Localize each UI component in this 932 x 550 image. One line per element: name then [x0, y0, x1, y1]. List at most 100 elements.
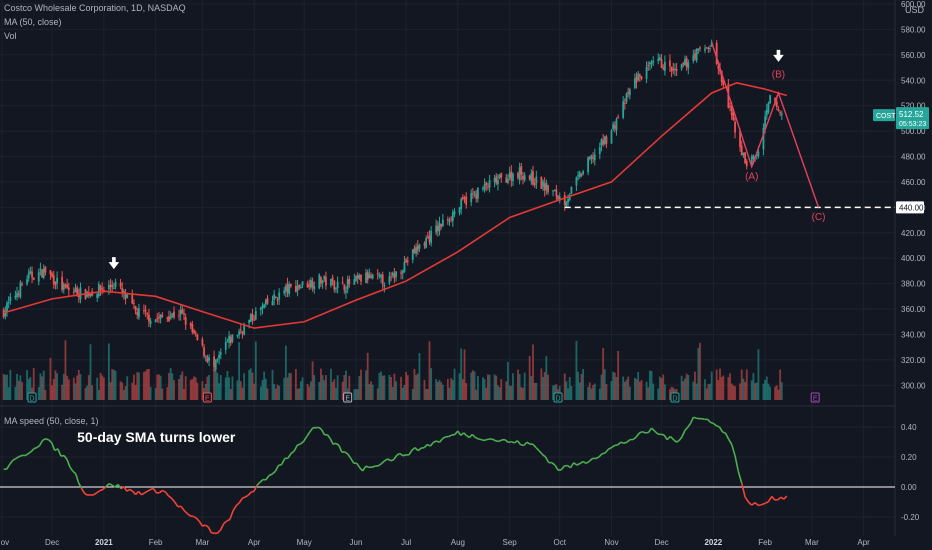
- speed-segment: [329, 438, 334, 445]
- volume-bar: [780, 382, 783, 400]
- volume-bar: [602, 347, 605, 400]
- volume-bars: [2, 340, 783, 400]
- volume-bar: [299, 381, 302, 400]
- speed-segment: [716, 425, 720, 428]
- volume-bar: [717, 379, 720, 400]
- volume-bar: [493, 374, 496, 400]
- candle-body: [126, 294, 129, 298]
- ma-line: [3, 81, 788, 329]
- volume-bar: [208, 374, 210, 400]
- speed-segment: [777, 496, 782, 501]
- volume-bar: [333, 379, 336, 400]
- candle-body: [485, 182, 488, 186]
- candle-body: [617, 116, 620, 118]
- candle-body: [253, 319, 256, 321]
- speed-segment: [758, 503, 762, 507]
- volume-bar: [368, 384, 371, 400]
- speed-segment: [463, 432, 468, 437]
- volume-bar: [41, 376, 43, 400]
- volume-bar: [67, 379, 70, 400]
- volume-bar: [510, 385, 513, 400]
- speed-segment: [326, 434, 331, 440]
- candle-body: [568, 195, 571, 201]
- volume-bar: [39, 373, 42, 400]
- candle-body: [461, 196, 464, 199]
- candle-body: [540, 176, 543, 189]
- candle-body: [567, 198, 569, 203]
- candle-body: [208, 357, 210, 361]
- price-axis[interactable]: 300.00 320.00 340.00 360.00 380.00 400.00 420.…: [873, 0, 929, 522]
- speed-segment: [436, 440, 440, 444]
- volume-bar: [687, 375, 690, 400]
- volume-bar: [423, 379, 426, 400]
- candle-body: [558, 196, 561, 201]
- price-tick-label: 380.00: [901, 280, 926, 289]
- down-arrow-icon: [773, 49, 784, 62]
- candle-body: [21, 284, 23, 286]
- candle-body: [7, 302, 10, 304]
- speed-segment: [171, 497, 176, 503]
- speed-tick-label: -0.20: [901, 513, 920, 522]
- speed-segment: [168, 495, 173, 499]
- candle-body: [278, 292, 281, 300]
- event-label: E: [345, 396, 350, 403]
- speed-segment: [651, 427, 656, 432]
- candle-body: [32, 277, 35, 280]
- volume-bar: [453, 368, 456, 400]
- volume-bar: [657, 388, 660, 400]
- volume-bar: [520, 387, 523, 400]
- time-axis[interactable]: Nov Dec 2021 Feb Mar Apr May Jun Jul Aug Sep Oct Nov…: [0, 538, 870, 547]
- chart-title[interactable]: Costco Wholesale Corporation, 1D, NASDAQ: [4, 3, 186, 13]
- candle-body: [231, 334, 234, 342]
- volume-bar: [156, 374, 159, 400]
- speed-segment: [320, 429, 326, 436]
- volume-bar: [522, 387, 524, 400]
- candle-body: [4, 311, 7, 317]
- speed-segment: [396, 452, 401, 456]
- speed-segment: [195, 517, 200, 522]
- speed-segment: [202, 524, 206, 527]
- candle-body: [547, 185, 549, 193]
- volume-bar: [189, 379, 192, 400]
- candle-body: [248, 319, 251, 324]
- candle-body: [742, 153, 745, 156]
- candle-body: [471, 193, 474, 195]
- candle-body: [734, 121, 736, 133]
- volume-bar: [62, 373, 65, 400]
- volume-bar: [14, 386, 17, 400]
- candle-body: [62, 284, 65, 290]
- ma-legend[interactable]: MA (50, close): [4, 17, 62, 27]
- volume-bar: [148, 368, 150, 400]
- speed-segment: [268, 473, 273, 477]
- candle-body: [729, 105, 731, 107]
- price-tick-label: 420.00: [901, 229, 926, 238]
- volume-bar: [49, 357, 52, 400]
- vol-legend[interactable]: Vol: [4, 31, 17, 41]
- candle-body: [483, 184, 486, 190]
- volume-bar: [296, 388, 299, 400]
- candle-body: [189, 323, 192, 326]
- volume-bar: [231, 376, 234, 400]
- volume-bar: [750, 380, 753, 400]
- volume-bar: [56, 373, 59, 400]
- volume-bar: [413, 368, 416, 400]
- candle-body: [213, 356, 215, 368]
- speed-legend[interactable]: MA speed (50, close, 1): [4, 416, 99, 426]
- candle-body: [517, 173, 519, 178]
- volume-bar: [483, 379, 486, 400]
- candle-body: [6, 303, 8, 313]
- candle-body: [692, 55, 695, 61]
- volume-bar: [74, 383, 77, 400]
- speed-segment: [417, 447, 422, 452]
- volume-bar: [178, 379, 180, 400]
- candle-body: [241, 331, 244, 334]
- volume-bar: [637, 371, 640, 400]
- candle-body: [301, 281, 304, 286]
- candle-body: [685, 57, 688, 67]
- speed-segment: [244, 494, 249, 498]
- candle-body: [446, 219, 449, 221]
- candle-body: [508, 172, 511, 178]
- candle-body: [360, 274, 362, 282]
- volume-bar: [378, 372, 381, 400]
